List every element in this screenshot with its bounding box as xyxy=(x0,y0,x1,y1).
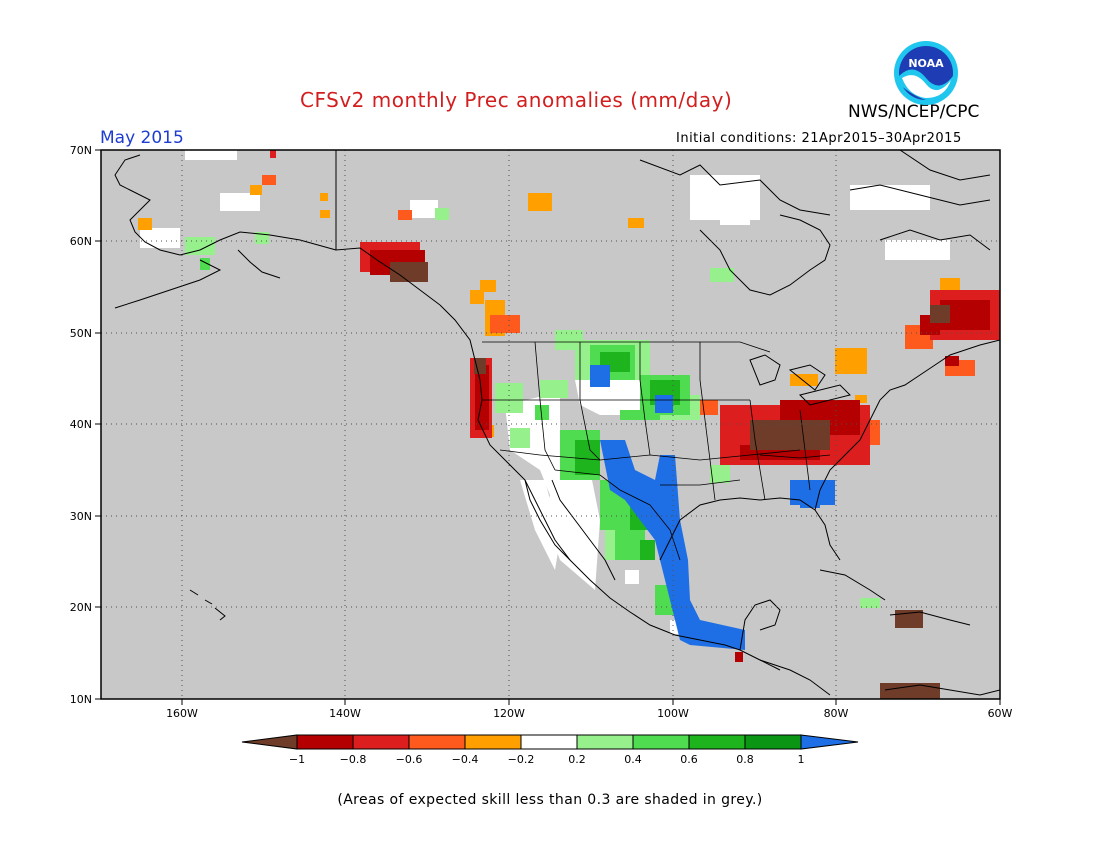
colorbar-segment xyxy=(576,734,634,750)
lat-tick-label: 70N xyxy=(70,144,92,157)
lat-tick-label: 10N xyxy=(70,693,92,706)
colorbar-label: 1 xyxy=(798,753,805,766)
anomaly-white-regions xyxy=(140,150,950,634)
colorbar-label: 0.6 xyxy=(680,753,698,766)
lat-tick-label: 20N xyxy=(70,601,92,614)
colorbar-segment xyxy=(800,734,859,750)
map-title: CFSv2 monthly Prec anomalies (mm/day) xyxy=(300,88,733,112)
lon-tick-label: 100W xyxy=(657,707,689,720)
political-borders xyxy=(482,341,831,561)
agency-label: NWS/NCEP/CPC xyxy=(848,102,980,122)
colorbar-segment xyxy=(408,734,466,750)
lat-tick-label: 40N xyxy=(70,418,92,431)
colorbar-segment xyxy=(352,734,410,750)
colorbar-label: −0.6 xyxy=(396,753,423,766)
colorbar-label: −0.8 xyxy=(340,753,367,766)
colorbar-segment xyxy=(744,734,802,750)
skill-footnote: (Areas of expected skill less than 0.3 a… xyxy=(337,792,763,808)
colorbar-segment xyxy=(464,734,522,750)
lat-tick-label: 30N xyxy=(70,510,92,523)
logo-text: NOAA xyxy=(908,57,944,70)
colorbar-segment xyxy=(296,734,354,750)
lat-tick-label: 60N xyxy=(70,235,92,248)
axis-ticks xyxy=(95,149,1001,705)
colorbar-label: −0.2 xyxy=(508,753,535,766)
month-label: May 2015 xyxy=(100,128,184,148)
coastlines xyxy=(114,150,1000,696)
initial-conditions-label: Initial conditions: 21Apr2015–30Apr2015 xyxy=(676,131,962,146)
anomaly-brown-regions xyxy=(390,262,950,699)
lat-tick-label: 50N xyxy=(70,327,92,340)
lon-tick-label: 60W xyxy=(988,707,1013,720)
lon-tick-label: 140W xyxy=(329,707,361,720)
lon-tick-label: 160W xyxy=(166,707,198,720)
colorbar-segment xyxy=(520,734,578,750)
colorbar-label: 0.4 xyxy=(624,753,642,766)
colorbar-segment xyxy=(632,734,690,750)
colorbar-segment xyxy=(688,734,746,750)
colorbar-label: −1 xyxy=(289,753,305,766)
lon-tick-label: 80W xyxy=(824,707,849,720)
colorbar-segment xyxy=(241,734,298,750)
noaa-logo-icon: NOAA xyxy=(894,41,958,105)
colorbar-label: 0.8 xyxy=(736,753,754,766)
colorbar xyxy=(241,734,859,750)
colorbar-label: −0.4 xyxy=(452,753,479,766)
lon-tick-label: 120W xyxy=(493,707,525,720)
colorbar-label: 0.2 xyxy=(568,753,586,766)
